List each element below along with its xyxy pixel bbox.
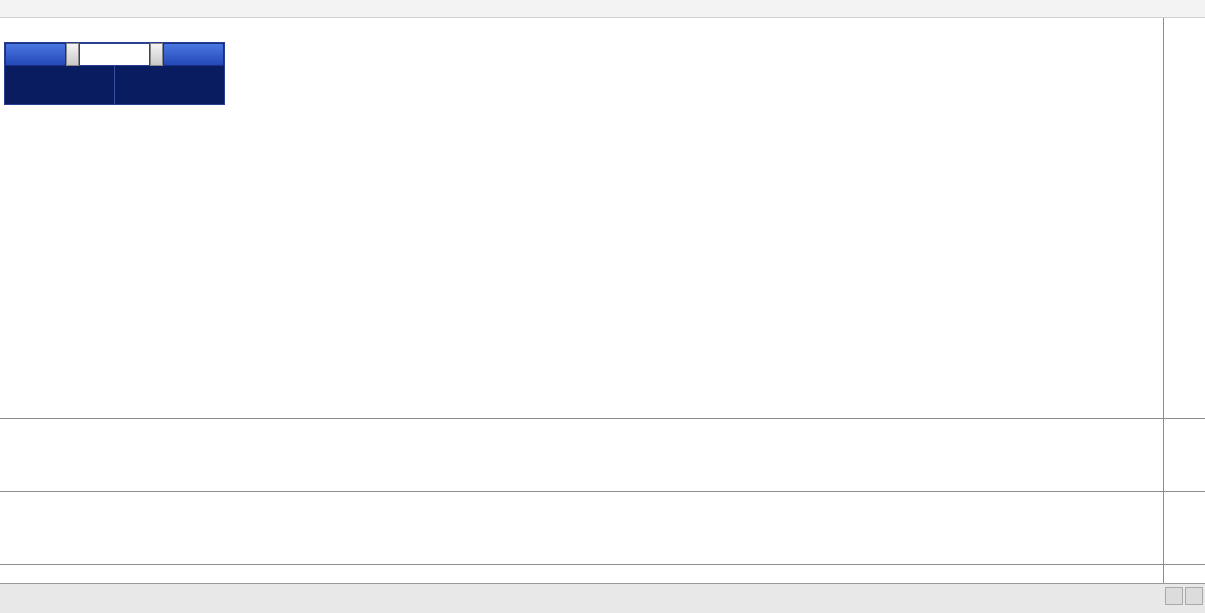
- price-divider: [114, 66, 115, 104]
- tab-scroll-controls: [1165, 587, 1203, 605]
- macd-chart-canvas[interactable]: [0, 419, 1163, 491]
- macd-axis: [1163, 419, 1205, 491]
- axis-corner: [1163, 565, 1205, 583]
- date-axis-labels: [0, 565, 1163, 583]
- volume-input[interactable]: [79, 43, 150, 66]
- one-click-trading-panel: [4, 42, 225, 105]
- volume-decrease-button[interactable]: [66, 43, 79, 66]
- buy-button[interactable]: [163, 43, 224, 66]
- trade-controls-row: [5, 43, 224, 66]
- rsi-chart-canvas[interactable]: [0, 492, 1163, 564]
- price-pane: [0, 18, 1205, 419]
- sell-button[interactable]: [5, 43, 66, 66]
- chart-region: [0, 18, 1205, 583]
- date-axis: [0, 565, 1205, 583]
- window-bottom-strip: [0, 608, 1205, 613]
- price-chart-canvas[interactable]: [0, 18, 1163, 418]
- timeframe-toolbar: [0, 0, 1205, 18]
- macd-pane: [0, 419, 1205, 492]
- rsi-axis: [1163, 492, 1205, 564]
- volume-increase-button[interactable]: [150, 43, 163, 66]
- rsi-pane: [0, 492, 1205, 565]
- rsi-chart[interactable]: [0, 492, 1163, 564]
- sell-price[interactable]: [5, 66, 114, 104]
- tabs-scroll-left-button[interactable]: [1165, 587, 1183, 605]
- price-axis: [1163, 18, 1205, 418]
- chart-tab-bar: [0, 583, 1205, 608]
- tabs-scroll-right-button[interactable]: [1185, 587, 1203, 605]
- trade-prices-row: [5, 66, 224, 104]
- macd-chart[interactable]: [0, 419, 1163, 491]
- buy-price[interactable]: [115, 66, 224, 104]
